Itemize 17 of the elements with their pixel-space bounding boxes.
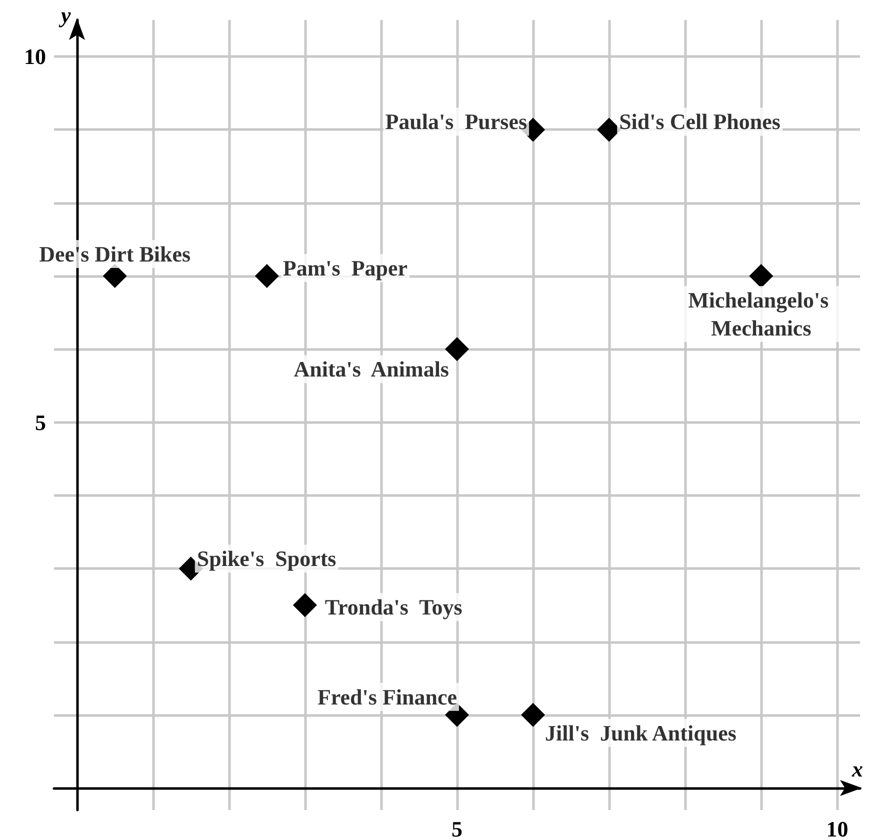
point	[254, 264, 279, 288]
annotation: Pam's Paper	[282, 256, 408, 281]
annotation: Sid's Cell Phones	[619, 109, 781, 134]
annotation: Anita's Animals	[294, 356, 450, 382]
point	[749, 264, 774, 288]
point	[292, 593, 317, 618]
annotation: Fred's Finance	[317, 684, 458, 710]
annotation: Tronda's Toys	[324, 594, 463, 620]
y-axis-title: y	[58, 2, 72, 28]
x-axis-title: x	[851, 756, 863, 782]
annotation: Paula's Purses	[385, 109, 528, 134]
annotation: Dee's Dirt Bikes	[39, 242, 192, 267]
annotation: Michelangelo's Mechanics	[688, 288, 834, 341]
annotation: Spike's Sports	[196, 546, 337, 572]
point	[521, 702, 546, 727]
annotation: Jill's Junk Antiques	[545, 720, 737, 746]
point	[445, 337, 469, 362]
